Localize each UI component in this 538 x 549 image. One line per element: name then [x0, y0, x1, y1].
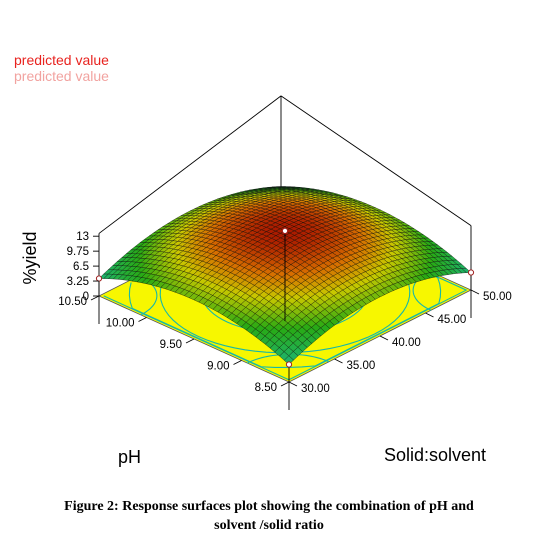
- y-tick-mark-3: [379, 335, 389, 341]
- y-tick-mark-5: [470, 289, 480, 295]
- z-tick-label-5: 13: [76, 231, 89, 243]
- y-tick-label-2: 35.00: [347, 360, 376, 372]
- x-tick-label-5: 10.50: [58, 296, 87, 308]
- y-tick-mark-1: [288, 381, 298, 387]
- response-surface-plot: 0 3.25 6.5 9.75 13 8.50 9.00 9.50 10.00 10.50 30.0…: [20, 95, 512, 467]
- x-tick-label-3: 9.50: [160, 339, 182, 351]
- z-tick-label-4: 9.75: [67, 246, 89, 258]
- x-tick-mark-4: [138, 317, 147, 322]
- legend-item-predicted-2: predicted value: [14, 68, 109, 84]
- z-tick-label-1: 0: [83, 291, 89, 303]
- x-axis-title: pH: [118, 447, 141, 467]
- y-axis-title: Solid:solvent: [384, 445, 486, 465]
- figure-caption: Figure 2: Response surfaces plot showing…: [0, 497, 538, 535]
- y-tick-label-1: 30.00: [301, 383, 330, 395]
- surface-layer: [95, 186, 475, 410]
- y-tick-mark-4: [425, 312, 434, 318]
- y-tick-label-4: 45.00: [438, 314, 467, 326]
- y-tick-label-5: 50.00: [483, 291, 512, 303]
- x-tick-mark-3: [185, 338, 195, 344]
- design-point-marker-3: [467, 269, 475, 276]
- tick-layer: 0 3.25 6.5 9.75 13 8.50 9.00 9.50 10.00 10.50 30.0…: [58, 231, 512, 395]
- x-tick-mark-2: [233, 360, 242, 365]
- bounding-box-edge-5: [280, 95, 472, 226]
- x-tick-label-2: 9.00: [207, 361, 229, 373]
- x-tick-mark-5: [90, 295, 100, 301]
- y-tick-mark-2: [334, 358, 343, 364]
- x-tick-label-1: 8.50: [255, 382, 277, 394]
- y-tick-label-3: 40.00: [392, 337, 421, 349]
- design-point-marker-4: [281, 227, 289, 234]
- design-point-marker-2: [95, 275, 103, 282]
- x-tick-label-4: 10.00: [106, 318, 135, 330]
- z-tick-label-3: 6.5: [73, 261, 89, 273]
- caption-line-1: Figure 2: Response surfaces plot showing…: [64, 499, 474, 514]
- design-point-marker-1: [285, 361, 293, 368]
- surface-cell: [283, 355, 294, 365]
- x-tick-mark-1: [280, 381, 290, 387]
- caption-line-2: solvent /solid ratio: [214, 518, 324, 533]
- z-tick-label-2: 3.25: [67, 276, 89, 288]
- bounding-box-edge-4: [98, 95, 282, 234]
- legend-item-predicted-1: predicted value: [14, 52, 109, 68]
- z-axis-title: %yield: [20, 231, 40, 284]
